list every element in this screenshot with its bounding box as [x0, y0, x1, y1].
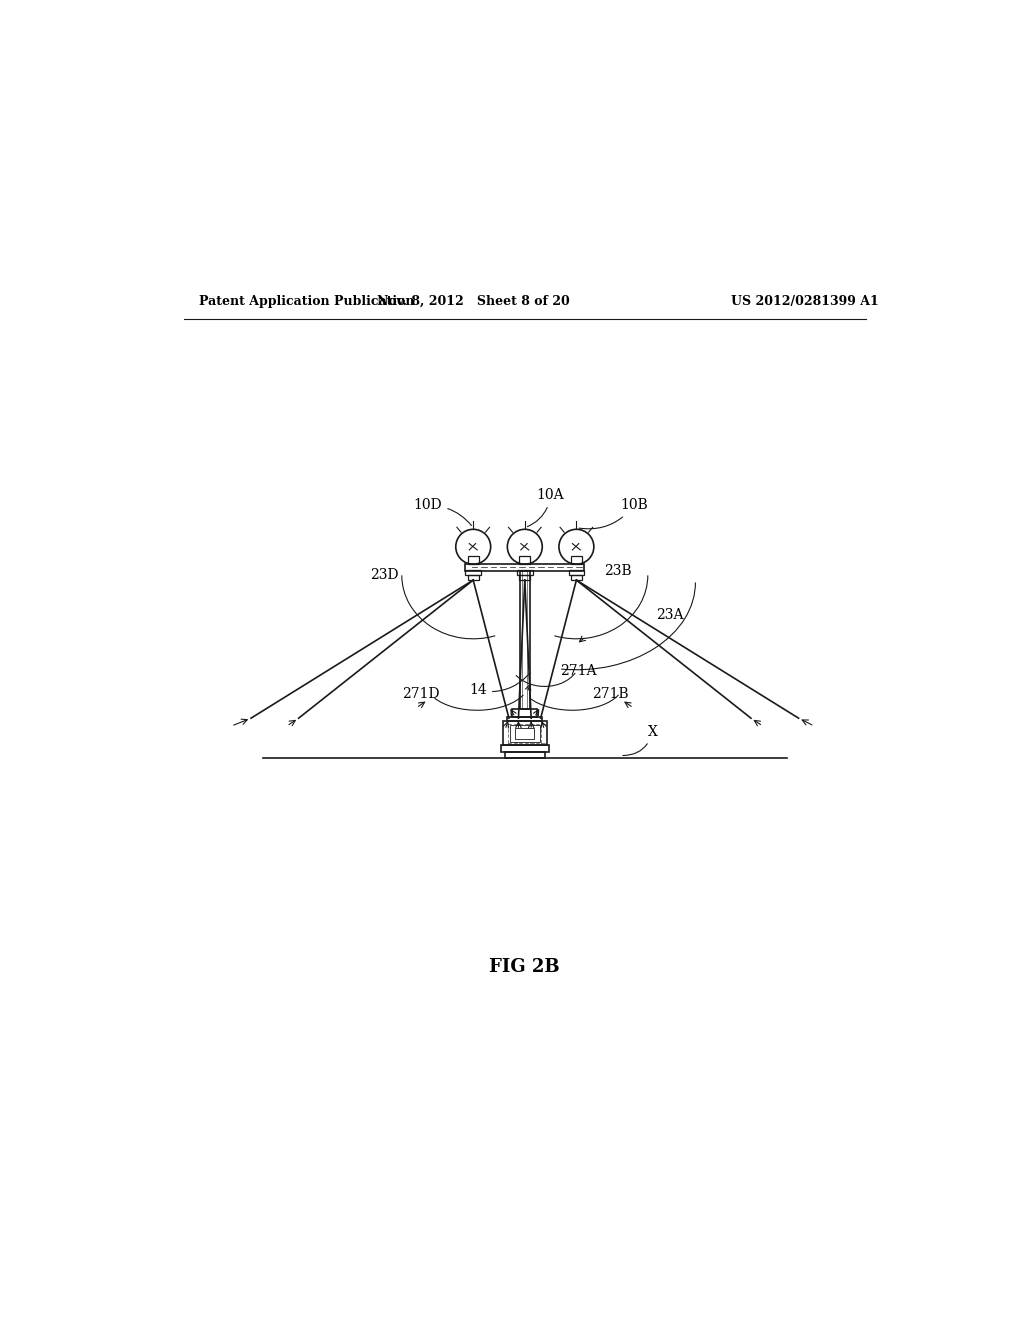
- Bar: [512, 709, 538, 717]
- Text: 23B: 23B: [604, 565, 632, 578]
- Bar: [501, 746, 549, 751]
- Bar: [505, 751, 545, 758]
- Text: Patent Application Publication: Patent Application Publication: [200, 296, 415, 308]
- Text: 23A: 23A: [655, 609, 683, 622]
- Bar: [510, 725, 540, 742]
- Text: 14: 14: [469, 673, 530, 697]
- Text: 10D: 10D: [414, 499, 471, 525]
- Bar: [568, 570, 584, 576]
- Text: Nov. 8, 2012   Sheet 8 of 20: Nov. 8, 2012 Sheet 8 of 20: [377, 296, 569, 308]
- Bar: [507, 717, 543, 721]
- Text: FIG 2B: FIG 2B: [489, 958, 560, 975]
- Bar: [520, 570, 529, 709]
- Text: 271D: 271D: [401, 688, 439, 701]
- Bar: [515, 727, 535, 739]
- Bar: [468, 576, 479, 579]
- Bar: [503, 721, 547, 746]
- Bar: [570, 556, 582, 564]
- Text: 271B: 271B: [592, 688, 629, 701]
- Bar: [466, 570, 481, 576]
- Text: US 2012/0281399 A1: US 2012/0281399 A1: [731, 296, 879, 308]
- Bar: [519, 576, 530, 579]
- Text: 271A: 271A: [560, 664, 597, 677]
- Text: X: X: [623, 725, 657, 755]
- Bar: [465, 564, 585, 570]
- Text: 10B: 10B: [580, 499, 648, 529]
- Text: 10A: 10A: [527, 488, 564, 527]
- Bar: [517, 570, 532, 576]
- Bar: [519, 556, 530, 564]
- Bar: [468, 556, 479, 564]
- Bar: [570, 576, 582, 579]
- Text: 23D: 23D: [370, 569, 398, 582]
